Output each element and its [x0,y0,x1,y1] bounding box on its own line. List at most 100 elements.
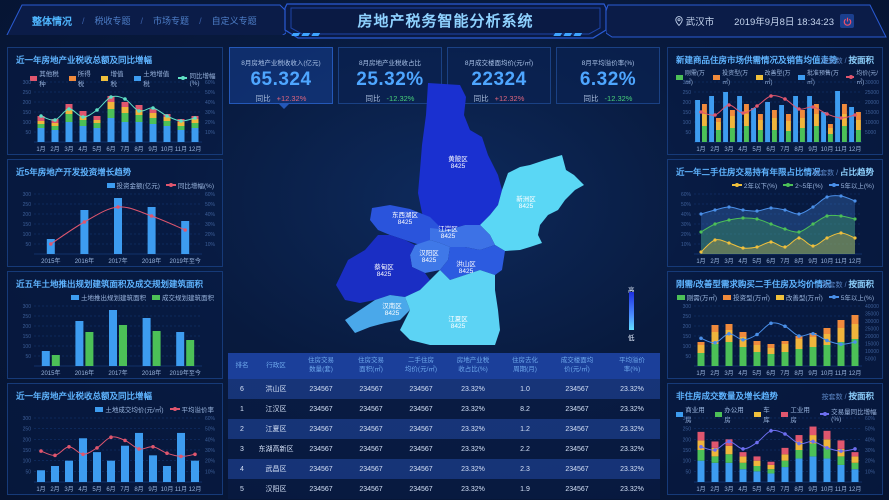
header-right: 武汉市 2019年9月8日 18:34:23 [606,3,887,38]
legend-land-deal[interactable]: 成交规划建筑面积 [152,292,214,302]
legend-investment[interactable]: 投资型(万㎡) [713,68,751,86]
legend-avg-price[interactable]: 均价(元/㎡) [845,68,882,86]
svg-text:100: 100 [23,344,32,350]
kpi-card-premium-rate[interactable]: 8月平均溢价率(%) 6.32% 同比 -12.32% [556,47,660,104]
kpi-change: +12.32% [276,94,307,103]
table-cell: 234567 [359,425,383,433]
legend-rigid[interactable]: 刚需(万㎡) [676,68,709,86]
map-district-jiangan[interactable] [430,225,495,250]
view-switch[interactable]: 按套数 / 按面积 [821,55,874,65]
column-header[interactable]: 排名 [235,361,249,369]
nav-tab-overview[interactable]: 整体情况 [32,17,72,28]
legend-improve[interactable]: 改善型(万㎡) [755,68,794,86]
svg-text:150: 150 [683,334,692,340]
table-cell: 23.32% [461,405,485,413]
table-row[interactable]: 5 汉阳区 234567 234567 234567 23.32% 1.9 234567 23.… [228,479,660,499]
column-header[interactable]: 平均溢价 率(%) [619,357,645,373]
chart-legend: 商业用房 办公用房 车库 工业用房 交易量同比增幅(%) [676,404,882,424]
legend-over-5y[interactable]: 5年以上(%) [828,180,874,190]
table-row[interactable]: 6 洪山区 234567 234567 234567 23.32% 1.0 234567 23.… [228,379,660,399]
map-district-hanyang[interactable] [410,240,450,273]
legend-rigid[interactable]: 刚需(万㎡) [676,292,717,302]
legend-volume-yoy[interactable]: 交易量同比增幅(%) [820,406,882,423]
svg-text:7月: 7月 [780,370,789,377]
table-row[interactable]: 1 江汉区 234567 234567 234567 23.32% 8.2 234567 23.… [228,399,660,419]
map-district-huangpi[interactable] [418,83,502,230]
column-header[interactable]: 行政区 [266,361,286,369]
svg-text:2019年至今: 2019年至今 [170,369,201,377]
svg-text:江岸区: 江岸区 [438,225,458,233]
legend-land-price[interactable]: 土地成交均价(元/㎡) [95,404,164,414]
legend-presale[interactable]: 批准预售(万㎡) [797,68,842,86]
svg-text:1月: 1月 [696,370,705,377]
svg-text:9月: 9月 [148,486,157,493]
map-district-xinzhou[interactable] [480,155,584,251]
svg-text:50: 50 [25,469,31,475]
svg-text:250: 250 [23,314,32,320]
kpi-card-tax-share[interactable]: 8月房地产业税收占比 25.32% 同比 -12.32% [338,47,442,104]
legend-improve[interactable]: 改善型(万㎡) [775,292,823,302]
legend-income-tax[interactable]: 所得税 [68,68,96,88]
table-cell: 汉阳区 [265,486,287,493]
svg-text:2018年: 2018年 [142,369,161,377]
chart-new-housing: 50 100 150 200 250 300 5000 10000 15000 20000 2500… [683,80,879,153]
legend-yoy[interactable]: 同比增幅(%) [178,70,222,87]
district-ranking-table: 排名 行政区 住房交易 数量(套) 住房交易 面积(㎡) 二手住房 均价(元/㎡) 房地产业税收… [228,353,660,499]
table-row[interactable]: 2 江夏区 234567 234567 234567 23.32% 1.2 234567 23.… [228,419,660,439]
view-switch[interactable]: 按套数 / 按面积 [821,279,874,289]
column-header[interactable]: 二手住房 均价(元/㎡) [404,357,438,373]
legend-office[interactable]: 办公用房 [714,404,748,424]
table-cell: 23.32% [620,485,644,493]
legend-commercial[interactable]: 商业用房 [676,404,709,424]
panel-title: 近5年房地产开发投资增长趋势 [16,167,132,177]
legend-over-5y[interactable]: 5年以上(%) [828,292,874,302]
svg-text:2月: 2月 [50,486,59,493]
svg-text:4月: 4月 [738,258,747,265]
map-district-caidian[interactable] [336,235,430,303]
legend-yoy[interactable]: 同比增幅(%) [165,180,214,190]
nav-tab-custom[interactable]: 自定义专题 [211,16,257,26]
column-header[interactable]: 成交楼面均 价(元/㎡) [560,357,594,373]
map-district-hongshan[interactable] [440,245,505,280]
svg-text:50: 50 [25,130,31,136]
svg-text:100: 100 [683,344,692,350]
legend-vat[interactable]: 增值税 [101,68,128,88]
map-district-hannan[interactable] [345,295,410,333]
legend-investment[interactable]: 投资型(万㎡) [723,292,770,302]
power-button[interactable] [840,14,854,28]
svg-text:11月: 11月 [835,486,847,493]
legend-land-supply[interactable]: 土地推出规划建筑面积 [71,292,146,302]
chart-tax-total: 50 100 150 200 250 300 10% 20% 30% 40% 50% 60% 1月 2月 3… [23,80,216,153]
legend-premium-rate[interactable]: 平均溢价率 [169,404,214,414]
table-row[interactable]: 4 武昌区 234567 234567 234567 23.32% 2.3 234567 23.… [228,459,660,479]
view-switch[interactable]: 按套数 / 占比趋势 [813,167,874,177]
svg-text:15000: 15000 [865,110,879,116]
legend-other-tax[interactable]: 其他税种 [30,68,63,88]
legend-2-5y[interactable]: 2~5年(%) [783,180,823,190]
table-row[interactable]: 3 东湖高新区 234567 234567 234567 23.32% 2.2 234567 2… [228,439,660,459]
table-cell: 2 [240,425,244,433]
legend-under-2y[interactable]: 2年以下(%) [731,180,777,190]
location[interactable]: 武汉市 [675,14,714,28]
legend-industrial[interactable]: 工业用房 [781,404,814,424]
nav-tab-market[interactable]: 市场专题 [153,16,190,26]
column-header[interactable]: 房地产业税 收占比(%) [456,357,490,373]
map-district-jiangxia[interactable] [400,270,500,345]
map-district-dongxihu[interactable] [370,205,440,245]
table-cell: 8.2 [520,405,530,413]
svg-text:200: 200 [23,437,32,443]
legend-land-vat[interactable]: 土地增值税 [133,68,172,88]
nav-tab-tax[interactable]: 税收专题 [94,16,131,26]
view-switch[interactable]: 按套数 / 按面积 [821,391,874,401]
svg-text:6月: 6月 [766,146,775,153]
column-header[interactable]: 住房去化 周期(月) [512,357,538,373]
svg-text:10月: 10月 [161,486,174,493]
column-header[interactable]: 住房交易 数量(套) [308,357,334,373]
svg-text:5月: 5月 [92,486,101,493]
kpi-card-tax-income[interactable]: 8月房地产业税收收入(亿元) 65.324 同比 +12.32% [229,47,333,109]
svg-text:100: 100 [683,120,692,126]
legend-garage[interactable]: 车库 [753,404,775,424]
column-header[interactable]: 住房交易 面积(㎡) [358,357,384,373]
kpi-change: -12.32% [386,94,415,103]
legend-investment[interactable]: 投资金额(亿元) [106,180,160,190]
